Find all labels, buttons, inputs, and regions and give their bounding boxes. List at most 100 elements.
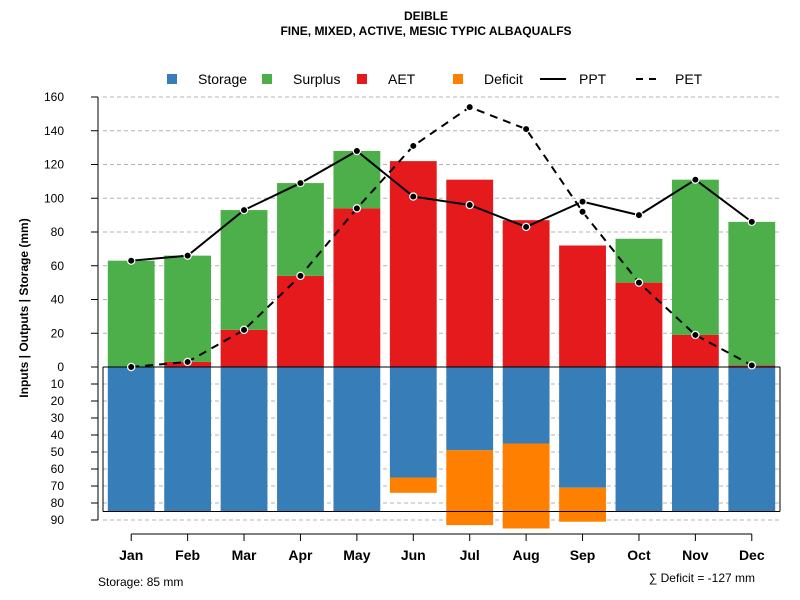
line-ppt: [131, 149, 753, 262]
point-pet-jun: [409, 141, 418, 151]
bar-storage-feb: [164, 367, 212, 512]
bar-aet-mar: [220, 329, 268, 367]
x-tick-label-dec: Dec: [739, 547, 765, 563]
bar-aet-may: [333, 208, 381, 367]
y-tick-label-top-160: 160: [44, 90, 64, 104]
point-pet-mar: [239, 325, 249, 335]
x-tick-label-oct: Oct: [627, 547, 651, 563]
y-tick-label-top-100: 100: [44, 191, 64, 205]
bar-storage-oct: [615, 367, 663, 512]
y-axis-label: Inputs | Outputs | Storage (mm): [17, 218, 31, 397]
x-tick-label-mar: Mar: [232, 547, 257, 563]
point-ppt-nov: [691, 175, 700, 184]
point-pet-aug: [521, 124, 531, 134]
bar-surplus-oct: [615, 238, 663, 283]
chart-title: DEIBLE: [404, 9, 448, 23]
point-pet-dec: [747, 361, 756, 370]
y-tick-label-top-60: 60: [51, 259, 65, 273]
point-ppt-may: [352, 146, 362, 156]
bars: [107, 151, 776, 529]
legend-label-surplus: Surplus: [293, 71, 340, 87]
point-pet-jul: [465, 102, 474, 112]
point-ppt-apr: [296, 178, 305, 188]
line-pet: [131, 106, 753, 368]
point-ppt-mar: [239, 205, 249, 215]
point-ppt-jan: [127, 256, 136, 265]
point-ppt-aug: [521, 222, 531, 232]
y-tick-label-bottom-10: 10: [51, 377, 65, 391]
bar-surplus-dec: [728, 221, 776, 366]
point-pet-apr: [296, 271, 305, 281]
bar-aet-nov: [671, 334, 719, 367]
x-tick-label-jul: Jul: [460, 547, 480, 563]
bar-aet-jun: [389, 161, 437, 367]
legend-label-ppt: PPT: [579, 71, 607, 87]
legend-swatch-deficit: [453, 74, 463, 84]
storage-footnote: Storage: 85 mm: [98, 575, 183, 589]
bar-deficit-sep: [559, 487, 606, 522]
legend-label-aet: AET: [388, 71, 416, 87]
y-tick-label-bottom-30: 30: [51, 411, 65, 425]
bar-aet-sep: [559, 245, 606, 367]
y-tick-label-bottom-60: 60: [51, 462, 65, 476]
y-tick-label-top-120: 120: [44, 158, 64, 172]
y-tick-label-bottom-50: 50: [51, 445, 65, 459]
bar-deficit-jul: [446, 450, 494, 526]
bar-surplus-apr: [277, 183, 324, 276]
chart-subtitle: FINE, MIXED, ACTIVE, MESIC TYPIC ALBAQUA…: [280, 24, 571, 38]
bar-surplus-nov: [671, 179, 719, 335]
x-tick-label-sep: Sep: [570, 547, 596, 563]
point-ppt-feb: [183, 251, 192, 260]
x-tick-label-aug: Aug: [513, 547, 540, 563]
point-ppt-oct: [634, 210, 644, 220]
y-tick-label-top-20: 20: [51, 326, 65, 340]
x-tick-label-apr: Apr: [288, 547, 313, 563]
y-tick-label-bottom-40: 40: [51, 428, 65, 442]
point-pet-sep: [578, 207, 587, 216]
y-tick-label-top-40: 40: [51, 293, 65, 307]
legend-label-deficit: Deficit: [484, 71, 523, 87]
legend-label-pet: PET: [675, 71, 703, 87]
point-pet-feb: [183, 357, 192, 367]
y-tick-label-bottom-20: 20: [51, 394, 65, 408]
bar-surplus-jan: [107, 260, 155, 367]
bar-aet-apr: [277, 275, 324, 367]
bar-surplus-feb: [164, 255, 212, 362]
point-pet-nov: [691, 330, 700, 340]
point-pet-jan: [127, 362, 136, 372]
y-tick-label-top-80: 80: [51, 225, 65, 239]
legend-swatch-aet: [357, 74, 367, 84]
bar-storage-mar: [220, 367, 268, 512]
lines: [127, 102, 756, 372]
storage-frame: [102, 366, 781, 512]
deficit-footnote: ∑ Deficit = -127 mm: [649, 571, 755, 585]
y-tick-label-bottom-80: 80: [51, 496, 65, 510]
bar-storage-dec: [728, 367, 776, 512]
y-tick-label-bottom-70: 70: [51, 479, 65, 493]
month-labels: Jan Feb Mar Apr May Jun Jul Aug Sep Oct Nov Dec: [119, 547, 765, 563]
legend-swatch-surplus: [262, 74, 272, 84]
bar-storage-apr: [277, 367, 324, 512]
axes: 0 20 40 60 80 100 120 140 160 10 20 30 40 50 60 70 80 90: [44, 90, 753, 541]
point-ppt-jul: [465, 200, 474, 210]
bar-storage-jul: [446, 367, 494, 451]
x-tick-label-nov: Nov: [682, 547, 709, 563]
legend-label-storage: Storage: [198, 71, 247, 87]
bar-aet-oct: [615, 282, 663, 367]
bar-storage-may: [333, 367, 381, 512]
bar-storage-jun: [389, 367, 437, 478]
x-tick-label-jun: Jun: [401, 547, 426, 563]
bar-storage-jan: [107, 367, 155, 512]
point-pet-oct: [634, 278, 644, 287]
bar-storage-nov: [671, 367, 719, 512]
legend: Storage Surplus AET Deficit PPT PET: [167, 71, 703, 87]
legend-swatch-storage: [167, 74, 177, 84]
bar-storage-aug: [502, 367, 550, 444]
bar-aet-aug: [502, 220, 550, 367]
x-tick-label-may: May: [343, 547, 370, 563]
point-pet-may: [352, 204, 362, 213]
point-ppt-jun: [409, 192, 418, 201]
y-tick-label-top-0: 0: [57, 360, 64, 374]
point-ppt-sep: [578, 197, 587, 206]
